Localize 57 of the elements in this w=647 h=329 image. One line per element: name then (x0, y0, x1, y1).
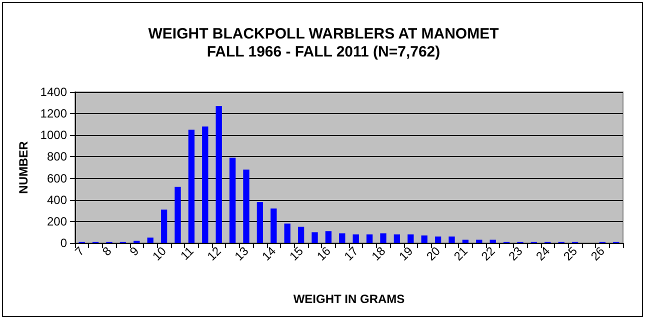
bar (462, 240, 469, 243)
bar (202, 126, 208, 243)
x-tick-label: 12 (204, 244, 224, 264)
x-tick-label: 24 (533, 244, 553, 264)
x-tick-label: 14 (259, 244, 279, 264)
bar (408, 234, 414, 243)
bar (476, 240, 482, 243)
x-tick-label: 20 (424, 244, 444, 264)
bar (243, 170, 250, 243)
x-tick-label: 26 (588, 244, 608, 264)
y-tick-label: 1200 (40, 106, 68, 121)
bar (366, 234, 373, 243)
x-tick-label: 9 (126, 244, 142, 259)
bar (490, 240, 496, 243)
bar (188, 130, 195, 243)
bar (325, 231, 332, 243)
bar (147, 238, 154, 243)
bar (394, 234, 400, 243)
x-tick-label: 11 (178, 244, 197, 263)
x-tick-label: 19 (396, 244, 416, 264)
y-tick-label: 400 (46, 192, 68, 207)
y-tick-label: 0 (60, 236, 68, 250)
x-tick-label: 21 (451, 244, 471, 264)
x-tick-label: 16 (314, 244, 334, 264)
y-tick-label: 1400 (40, 85, 68, 99)
bar (434, 236, 442, 243)
bar (339, 233, 346, 243)
y-axis-title: NUMBER (16, 140, 30, 194)
bar (270, 208, 277, 243)
bar (174, 186, 181, 243)
x-tick-label: 8 (100, 244, 114, 259)
bar (312, 232, 318, 243)
x-tick-label: 25 (560, 244, 580, 264)
y-tick-label: 600 (46, 171, 68, 186)
x-tick-label: 17 (341, 244, 362, 264)
bar (256, 202, 264, 243)
y-tick-label: 200 (46, 214, 68, 228)
x-tick-label: 15 (286, 244, 306, 264)
x-tick-label: 10 (150, 244, 170, 264)
x-tick-label: 18 (368, 244, 388, 264)
bar (298, 226, 304, 243)
y-tick-label: 800 (46, 150, 68, 164)
chart-title: WEIGHT BLACKPOLL WARBLERS AT MANOMET FALL 1966 - FALL 2011 (N=7,762) (148, 26, 499, 60)
bar (216, 106, 222, 243)
x-tick-label: 7 (72, 244, 88, 259)
x-tick-label: 23 (506, 244, 526, 264)
bar (380, 233, 386, 243)
x-axis-title: WEIGHT IN GRAMS (293, 292, 405, 306)
bar (421, 235, 428, 243)
x-tick-label: 22 (478, 244, 498, 264)
y-tick-label: 1000 (40, 128, 68, 142)
bar (284, 224, 290, 243)
bar (160, 210, 168, 243)
bar (448, 236, 455, 243)
x-tick-label: 13 (232, 244, 252, 264)
bar (229, 158, 236, 243)
bar (352, 234, 359, 243)
